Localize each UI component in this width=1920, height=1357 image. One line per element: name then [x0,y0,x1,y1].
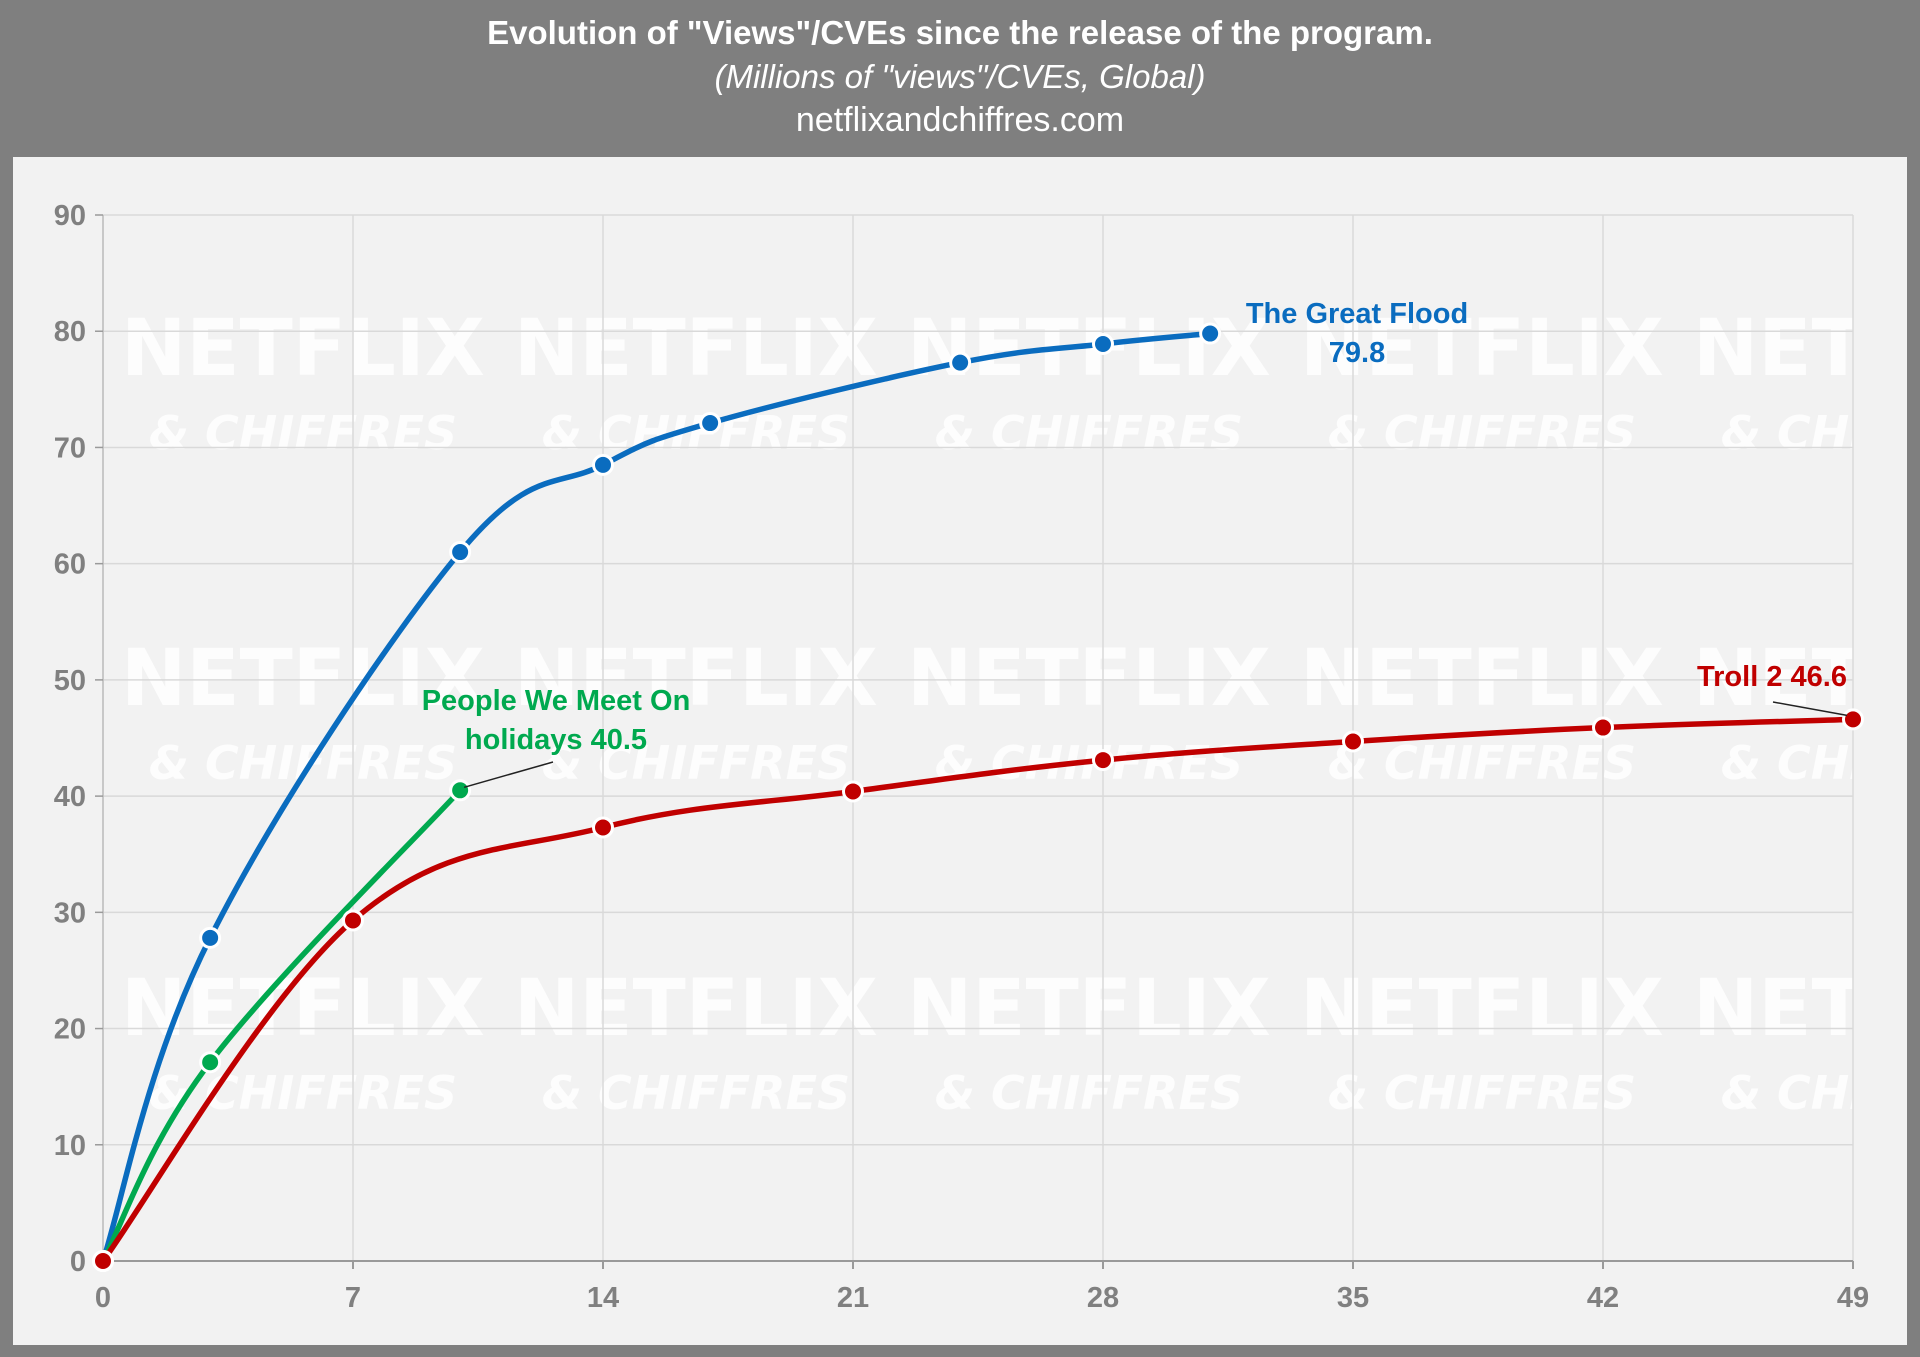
chart-header: Evolution of "Views"/CVEs since the rele… [0,0,1920,157]
data-point-the-great-flood [449,541,472,564]
watermark-netflix: NETFLIX [1300,634,1664,724]
watermark-chiffres: & CHIFFRES [1721,1066,1907,1120]
chart-panel: NETFLIX & CHIFFRES NETFLIX & CHIFFRES NETFLI… [13,157,1907,1345]
data-point-the-great-flood [199,926,222,949]
x-tick-label: 28 [1087,1282,1119,1314]
watermark-netflix: NETFLIX [514,304,878,394]
chart-title: Evolution of "Views"/CVEs since the rele… [487,14,1433,51]
data-point-troll-2 [1592,716,1614,739]
series-line-people-we-meet-on-holidays [100,787,463,1264]
y-tick-label: 0 [70,1246,86,1278]
data-point-the-great-flood [592,453,614,476]
data-point-troll-2 [1842,708,1864,731]
data-point-the-great-flood [1092,333,1114,356]
series-value-the-great-flood: 79.8 [1329,337,1385,369]
watermark-chiffres: & CHIFFRES [542,406,850,460]
x-tick-label: 14 [587,1282,619,1314]
watermark-chiffres: & CHIFFRES [935,1066,1243,1120]
y-tick-label: 90 [54,200,86,232]
chart-source: netflixandchiffres.com [795,101,1125,139]
y-tick-label: 10 [54,1130,86,1162]
axes-layer: 0 7 14 21 28 35 42 49 0 10 20 30 40 50 60 70 80 90 [54,200,1869,1314]
y-tick-label: 40 [54,781,86,813]
x-tick-label: 7 [345,1282,361,1314]
watermark-netflix: NETFLIX [1693,304,1907,394]
data-point-people-we-meet-on-holidays [199,1051,222,1074]
watermark-netflix: NETFLIX [907,634,1271,724]
watermark-chiffres: & CHIFFRES [1721,406,1907,460]
series-label-people-we-meet: People We Meet On [422,685,691,717]
y-tick-label: 70 [54,432,86,464]
watermark-chiffres: & CHIFFRES [149,406,457,460]
watermark-netflix: NETFLIX [121,964,485,1054]
x-tick-label: 42 [1587,1282,1619,1314]
watermark-layer: NETFLIX & CHIFFRES NETFLIX & CHIFFRES NETFLI… [121,304,1907,1120]
watermark-chiffres: & CHIFFRES [149,1066,457,1120]
watermark-chiffres: & CHIFFRES [542,1066,850,1120]
watermark-chiffres: & CHIFFRES [149,736,457,790]
watermark-chiffres: & CHIFFRES [1328,736,1636,790]
y-tick-label: 80 [54,316,86,348]
series-value-people-we-meet: holidays 40.5 [465,724,647,756]
line-chart: NETFLIX & CHIFFRES NETFLIX & CHIFFRES NETFLI… [54,200,1907,1314]
x-tick-label: 0 [95,1282,111,1314]
watermark-netflix: NETFLIX [514,964,878,1054]
watermark-netflix: NETFLIX [514,634,878,724]
y-tick-label: 60 [54,549,86,581]
y-tick-label: 30 [54,897,86,929]
chart-subtitle: (Millions of "views"/CVEs, Global) [714,58,1206,95]
data-point-the-great-flood [949,351,972,374]
series-line-the-great-flood [100,330,1213,1264]
watermark-netflix: NETFLIX [1693,634,1907,724]
data-point-troll-2 [592,816,614,839]
data-point-troll-2 [1342,730,1364,753]
watermark-chiffres: & CHIFFRES [935,406,1243,460]
watermark-netflix: NETFLIX [1693,964,1907,1054]
watermark-chiffres: & CHIFFRES [542,736,850,790]
labels-layer: The Great Flood 79.8 People We Meet On holi… [422,298,1848,789]
points-layer [92,322,1864,1272]
data-point-people-we-meet-on-holidays [449,779,472,802]
x-tick-label: 21 [837,1282,869,1314]
series-label-troll-2: Troll 2 46.6 [1697,661,1847,693]
y-tick-label: 50 [54,665,86,697]
data-point-troll-2 [342,909,364,932]
x-tick-label: 35 [1337,1282,1369,1314]
watermark-chiffres: & CHIFFRES [1328,406,1636,460]
y-tick-label: 20 [54,1014,86,1046]
watermark-netflix: NETFLIX [1300,964,1664,1054]
x-tick-label: 49 [1837,1282,1869,1314]
data-point-troll-2 [842,780,864,803]
leader-line-people-we-meet [463,761,554,789]
data-point-troll-2 [1092,749,1114,772]
watermark-netflix: NETFLIX [907,964,1271,1054]
watermark-netflix: NETFLIX [121,634,485,724]
watermark-netflix: NETFLIX [907,304,1271,394]
leader-line-troll-2 [1772,701,1848,717]
series-label-the-great-flood: The Great Flood [1246,298,1468,330]
series-layer [100,330,1856,1264]
watermark-chiffres: & CHIFFRES [1328,1066,1636,1120]
data-point-troll-2 [92,1250,114,1272]
watermark-netflix: NETFLIX [121,304,485,394]
data-point-the-great-flood [699,412,722,435]
data-point-the-great-flood [1199,322,1222,345]
watermark-chiffres: & CHIFFRES [1721,736,1907,790]
